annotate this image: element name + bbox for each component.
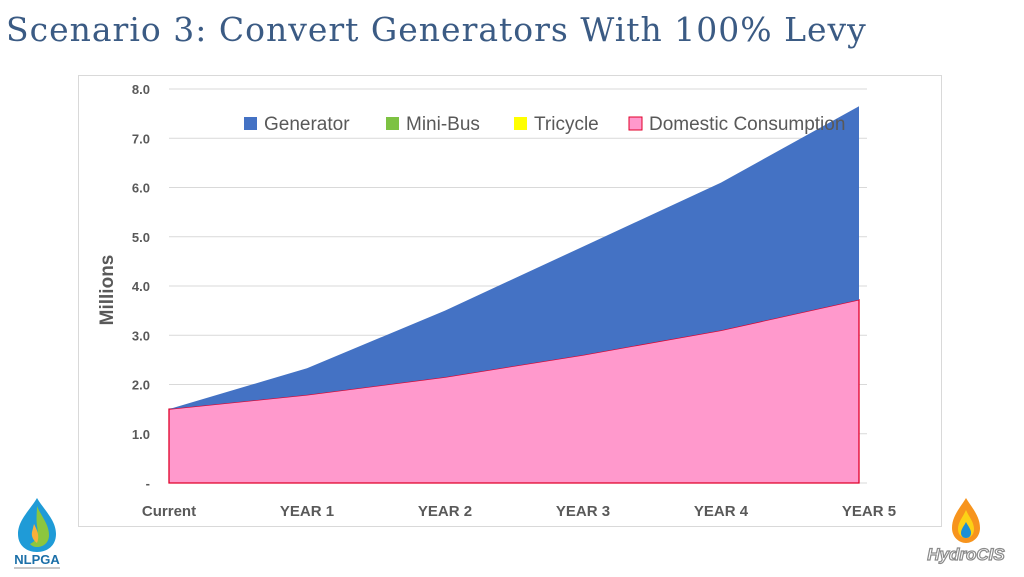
legend-item-mini-bus: Mini-Bus — [386, 114, 480, 135]
y-tick-label: 1.0 — [132, 427, 150, 442]
legend-item-domestic-consumption: Domestic Consumption — [629, 114, 845, 135]
area-series — [169, 106, 859, 483]
y-tick-label: 8.0 — [132, 82, 150, 97]
legend-label: Tricycle — [534, 114, 599, 135]
y-tick-labels: - 1.0 2.0 3.0 4.0 5.0 6.0 7.0 8.0 — [132, 82, 150, 491]
fire-drop-icon: HydroCIS — [910, 494, 1022, 572]
y-tick-label: 3.0 — [132, 328, 150, 343]
legend-label: Domestic Consumption — [649, 114, 845, 135]
legend-label: Generator — [264, 114, 350, 135]
y-tick-label: - — [146, 476, 150, 491]
legend-label: Mini-Bus — [406, 114, 480, 135]
x-tick-label: YEAR 2 — [418, 503, 472, 520]
legend-swatch — [244, 117, 257, 130]
legend-item-tricycle: Tricycle — [514, 114, 599, 135]
y-axis-label: Millions — [97, 255, 118, 326]
hydrocis-logo: HydroCIS — [910, 494, 1022, 572]
legend-swatch — [629, 117, 642, 130]
y-tick-label: 5.0 — [132, 230, 150, 245]
legend-swatch — [514, 117, 527, 130]
y-tick-label: 2.0 — [132, 378, 150, 393]
legend-item-generator: Generator — [244, 114, 350, 135]
y-tick-label: 4.0 — [132, 279, 150, 294]
x-tick-label: YEAR 5 — [842, 503, 896, 520]
slide-title: Scenario 3: Convert Generators With 100%… — [6, 10, 867, 49]
y-tick-label: 6.0 — [132, 181, 150, 196]
nlpga-logo: NLPGA — [4, 496, 70, 572]
y-tick-label: 7.0 — [132, 131, 150, 146]
legend: Generator Mini-Bus Tricycle Domestic Consum… — [244, 114, 845, 135]
x-tick-label: YEAR 4 — [694, 503, 749, 520]
hydrocis-logo-text: HydroCIS — [927, 545, 1005, 564]
x-tick-labels: Current YEAR 1 YEAR 2 YEAR 3 YEAR 4 YEAR 5 — [142, 503, 896, 520]
x-tick-label: YEAR 1 — [280, 503, 334, 520]
x-tick-label: Current — [142, 503, 196, 520]
stacked-area-chart: - 1.0 2.0 3.0 4.0 5.0 6.0 7.0 8.0 Current YEAR 1 Y… — [79, 76, 943, 528]
chart-frame: - 1.0 2.0 3.0 4.0 5.0 6.0 7.0 8.0 Current YEAR 1 Y… — [78, 75, 942, 527]
flame-drop-icon: NLPGA — [4, 496, 70, 572]
nlpga-logo-text: NLPGA — [14, 552, 60, 567]
x-tick-label: YEAR 3 — [556, 503, 610, 520]
legend-swatch — [386, 117, 399, 130]
